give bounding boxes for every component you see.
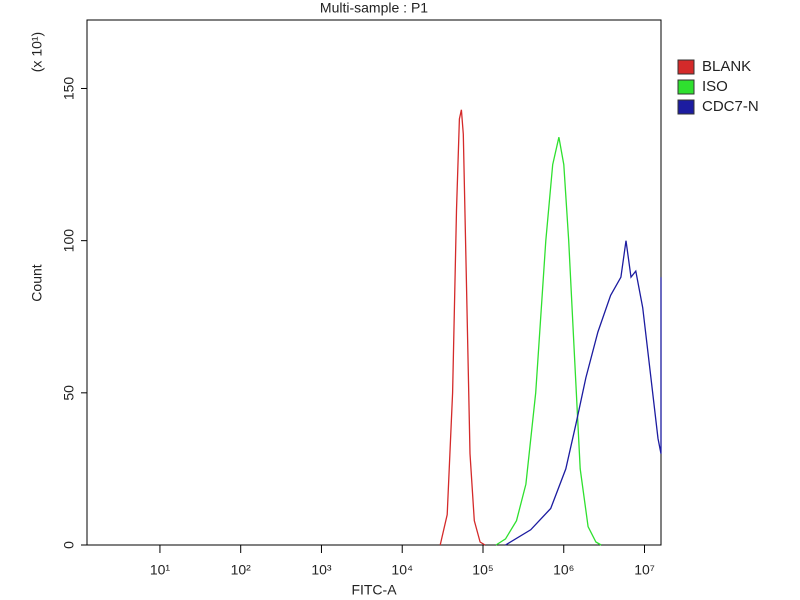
y-tick-label: 100 <box>61 229 77 253</box>
y-tick-label: 0 <box>61 541 77 549</box>
y-multiplier: (x 10¹) <box>29 32 45 72</box>
y-tick-label: 150 <box>61 77 77 101</box>
legend-swatch <box>677 99 695 115</box>
x-tick-label: 10⁵ <box>472 562 493 578</box>
x-tick-label: 10⁶ <box>553 562 574 578</box>
series-line <box>505 240 662 546</box>
x-tick-label: 10⁴ <box>391 562 413 578</box>
x-axis-label: FITC-A <box>351 582 397 598</box>
x-tick-label: 10² <box>231 562 252 578</box>
series-line <box>439 109 486 546</box>
legend-label: ISO <box>702 78 728 95</box>
chart-title: Multi-sample : P1 <box>320 0 428 16</box>
legend-label: CDC7-N <box>702 98 759 115</box>
x-tick-label: 10⁷ <box>634 562 655 578</box>
x-tick-label: 10¹ <box>150 562 171 578</box>
legend-swatch <box>677 79 695 95</box>
legend-label: BLANK <box>702 58 751 75</box>
y-axis-label: Count <box>29 264 45 301</box>
series-line <box>495 137 602 546</box>
y-tick-label: 50 <box>61 385 77 401</box>
plot-frame <box>86 19 662 546</box>
x-tick-label: 10³ <box>311 562 332 578</box>
legend-swatch <box>677 59 695 75</box>
